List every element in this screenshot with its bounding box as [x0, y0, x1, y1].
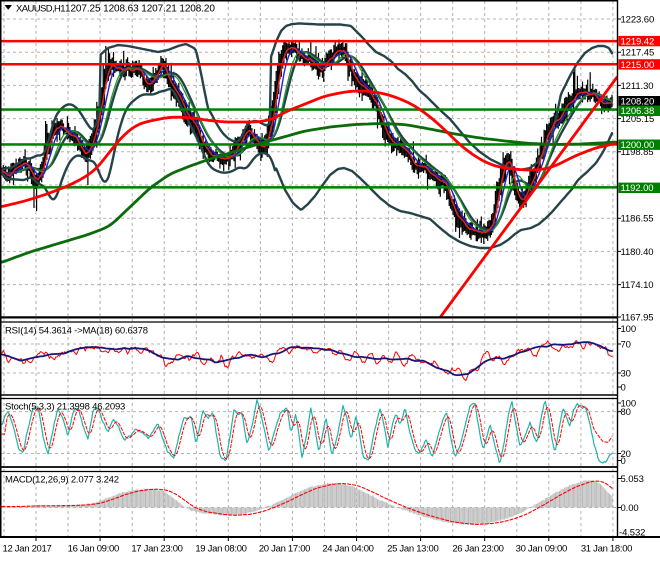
svg-text:24 Jan 04:00: 24 Jan 04:00 [322, 544, 373, 555]
svg-text:30 Jan 09:00: 30 Jan 09:00 [516, 544, 567, 555]
svg-text:Stoch(5,3,3) 21.3998 46.2093: Stoch(5,3,3) 21.3998 46.2093 [5, 402, 125, 413]
svg-text:MACD(12,26,9) 2.077 3.242: MACD(12,26,9) 2.077 3.242 [5, 475, 119, 486]
svg-text:1198.85: 1198.85 [621, 147, 654, 158]
svg-text:80: 80 [621, 407, 631, 418]
svg-text:5.053: 5.053 [621, 474, 644, 485]
svg-text:0.00: 0.00 [621, 503, 639, 514]
svg-text:26 Jan 23:00: 26 Jan 23:00 [452, 544, 503, 555]
svg-text:19 Jan 08:00: 19 Jan 08:00 [195, 544, 246, 555]
svg-text:1192.00: 1192.00 [621, 183, 654, 194]
svg-text:1167.95: 1167.95 [621, 312, 654, 323]
svg-text:1223.60: 1223.60 [621, 14, 655, 25]
svg-text:1217.45: 1217.45 [621, 48, 655, 59]
svg-text:1180.40: 1180.40 [621, 247, 654, 258]
svg-text:-4.532: -4.532 [619, 527, 645, 538]
svg-text:1206.38: 1206.38 [621, 106, 655, 117]
svg-text:0: 0 [621, 456, 626, 467]
svg-text:1208.20: 1208.20 [621, 97, 655, 108]
svg-text:100: 100 [621, 324, 637, 335]
svg-text:30: 30 [621, 368, 631, 379]
svg-text:0: 0 [621, 382, 626, 393]
svg-text:1174.10: 1174.10 [621, 280, 654, 291]
svg-text:70: 70 [621, 339, 631, 350]
svg-text:1211.30: 1211.30 [621, 81, 654, 92]
svg-text:1207.25 1208.63 1207.21 1208.2: 1207.25 1208.63 1207.21 1208.20 [65, 4, 215, 15]
svg-text:20: 20 [621, 449, 631, 460]
svg-text:17 Jan 23:00: 17 Jan 23:00 [131, 544, 182, 555]
svg-text:25 Jan 13:00: 25 Jan 13:00 [387, 544, 438, 555]
svg-text:1219.42: 1219.42 [621, 37, 655, 48]
svg-text:20 Jan 17:00: 20 Jan 17:00 [259, 544, 310, 555]
svg-text:100: 100 [621, 398, 637, 409]
svg-text:1215.00: 1215.00 [621, 60, 655, 71]
svg-text:1186.55: 1186.55 [621, 214, 654, 225]
svg-text:RSI(14) 54.3614 ->MA(18) 60.6: RSI(14) 54.3614 ->MA(18) 60.6378 [5, 326, 148, 337]
svg-text:XAUUSD,H1: XAUUSD,H1 [16, 4, 65, 15]
svg-text:1205.15: 1205.15 [621, 114, 655, 125]
svg-text:16 Jan 09:00: 16 Jan 09:00 [68, 544, 119, 555]
svg-text:31 Jan 18:00: 31 Jan 18:00 [581, 544, 632, 555]
svg-text:1200.00: 1200.00 [621, 140, 655, 151]
svg-text:12 Jan 2017: 12 Jan 2017 [3, 544, 52, 555]
